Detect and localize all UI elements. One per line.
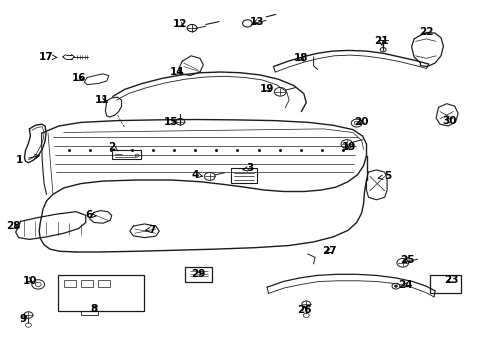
Text: 14: 14 (170, 67, 185, 77)
Text: 9: 9 (20, 314, 27, 324)
Bar (64, 280, 76, 287)
Text: 20: 20 (354, 117, 369, 127)
Text: 1: 1 (16, 154, 39, 165)
Text: 30: 30 (442, 116, 457, 126)
Text: 4: 4 (191, 170, 202, 180)
Bar (81, 280, 93, 287)
Text: 2: 2 (108, 142, 118, 152)
Text: 11: 11 (95, 95, 109, 105)
Text: 25: 25 (400, 255, 415, 265)
Text: 29: 29 (191, 269, 206, 279)
Text: 13: 13 (250, 17, 265, 27)
Text: 15: 15 (164, 117, 179, 127)
Text: 18: 18 (294, 53, 309, 63)
Text: 5: 5 (378, 171, 392, 181)
Bar (231, 168, 257, 183)
Text: 3: 3 (243, 163, 253, 174)
Text: 22: 22 (419, 27, 434, 37)
Text: 16: 16 (72, 73, 87, 84)
Text: 27: 27 (322, 246, 337, 256)
Text: 8: 8 (91, 304, 98, 314)
Bar (185, 267, 212, 282)
Text: 17: 17 (39, 52, 57, 62)
Bar (98, 280, 110, 287)
Text: 10: 10 (23, 276, 38, 286)
Text: 28: 28 (6, 221, 21, 231)
Text: 23: 23 (444, 275, 459, 285)
Bar (58, 275, 144, 311)
Text: 26: 26 (297, 305, 312, 315)
Text: 12: 12 (173, 19, 188, 30)
Bar (112, 150, 141, 159)
Text: 24: 24 (398, 280, 413, 290)
Text: 6: 6 (86, 210, 96, 220)
Text: 19: 19 (342, 142, 356, 152)
Text: 21: 21 (374, 36, 389, 46)
Circle shape (394, 285, 397, 287)
Bar (430, 275, 461, 293)
Text: 7: 7 (145, 225, 156, 235)
Text: 19: 19 (260, 84, 274, 94)
